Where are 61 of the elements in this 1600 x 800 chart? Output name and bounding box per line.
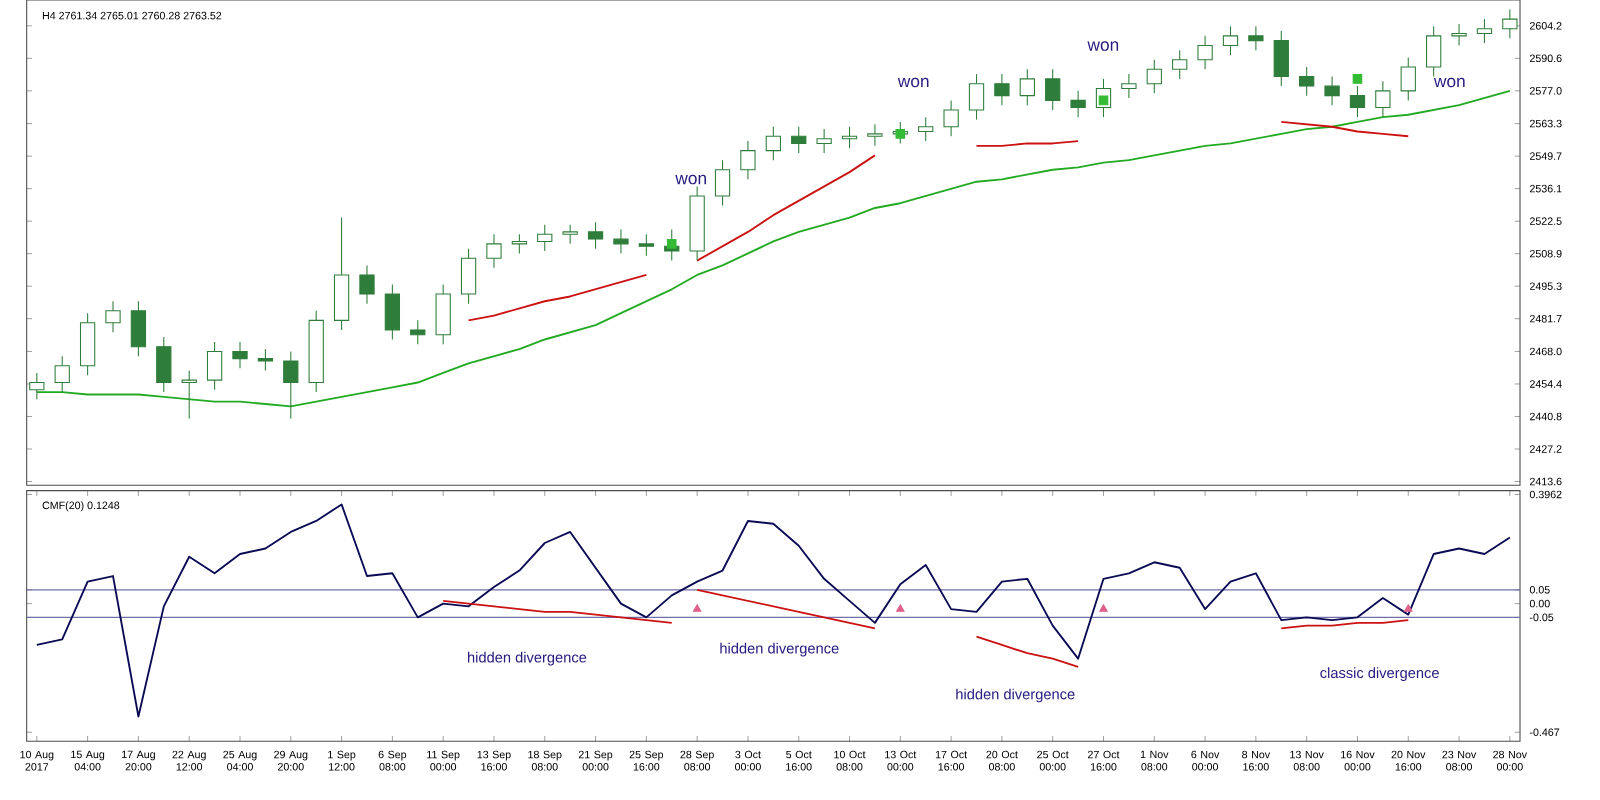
candlestick <box>765 126 781 161</box>
candlestick <box>1248 25 1264 51</box>
line-series <box>975 635 1080 668</box>
point <box>1352 74 1363 84</box>
annotation: won <box>897 77 929 88</box>
candlestick <box>486 233 502 269</box>
candlestick <box>333 217 350 331</box>
candlestick <box>1375 80 1391 118</box>
candlestick <box>1045 68 1061 111</box>
candlestick <box>511 233 528 254</box>
annotation: won <box>675 174 706 185</box>
candlestick <box>105 300 121 333</box>
candlestick <box>384 283 401 341</box>
candlestick <box>435 283 451 345</box>
candlestick <box>283 350 299 419</box>
candlestick <box>1349 85 1366 118</box>
candlestick <box>968 73 985 121</box>
candlestick <box>1502 9 1518 39</box>
annotation: won <box>1433 77 1465 88</box>
candlestick <box>257 348 274 372</box>
candlestick <box>232 341 248 369</box>
candlestick <box>156 336 172 393</box>
candlestick <box>1146 59 1162 94</box>
candlestick <box>1197 35 1213 70</box>
candlestick <box>1324 75 1340 106</box>
candlestick <box>613 228 629 254</box>
candlestick <box>29 372 45 400</box>
candlestick <box>1426 25 1442 78</box>
candlestick <box>460 248 477 305</box>
candlestick <box>1222 25 1239 56</box>
candlestick <box>1476 18 1493 44</box>
candlestick <box>638 233 654 257</box>
candlestick <box>994 73 1010 106</box>
annotation: won <box>1087 41 1119 51</box>
candlestick <box>79 312 96 376</box>
candlestick <box>562 224 578 245</box>
candlestick <box>1019 68 1035 106</box>
candlestick <box>740 140 756 180</box>
candlestick <box>816 128 832 154</box>
candlestick <box>130 300 147 357</box>
candlestick <box>1451 23 1467 46</box>
candlestick <box>1400 56 1416 101</box>
candlestick <box>206 341 223 391</box>
candlestick <box>181 370 197 419</box>
candlestick <box>410 319 426 345</box>
candlestick <box>714 159 731 207</box>
candlestick <box>943 99 959 137</box>
candlestick <box>918 116 934 142</box>
candlestick <box>867 123 883 147</box>
candlestick <box>537 224 553 252</box>
candlestick <box>1299 66 1315 97</box>
candlestick <box>359 264 375 305</box>
candlestick <box>54 355 70 393</box>
candlestick <box>1070 90 1086 118</box>
candlestick <box>1121 73 1137 99</box>
candlestick <box>791 126 807 154</box>
point <box>666 239 677 249</box>
candlestick <box>1273 30 1289 87</box>
point <box>1098 95 1109 106</box>
candlestick <box>1172 49 1188 80</box>
candlestick <box>587 221 604 250</box>
